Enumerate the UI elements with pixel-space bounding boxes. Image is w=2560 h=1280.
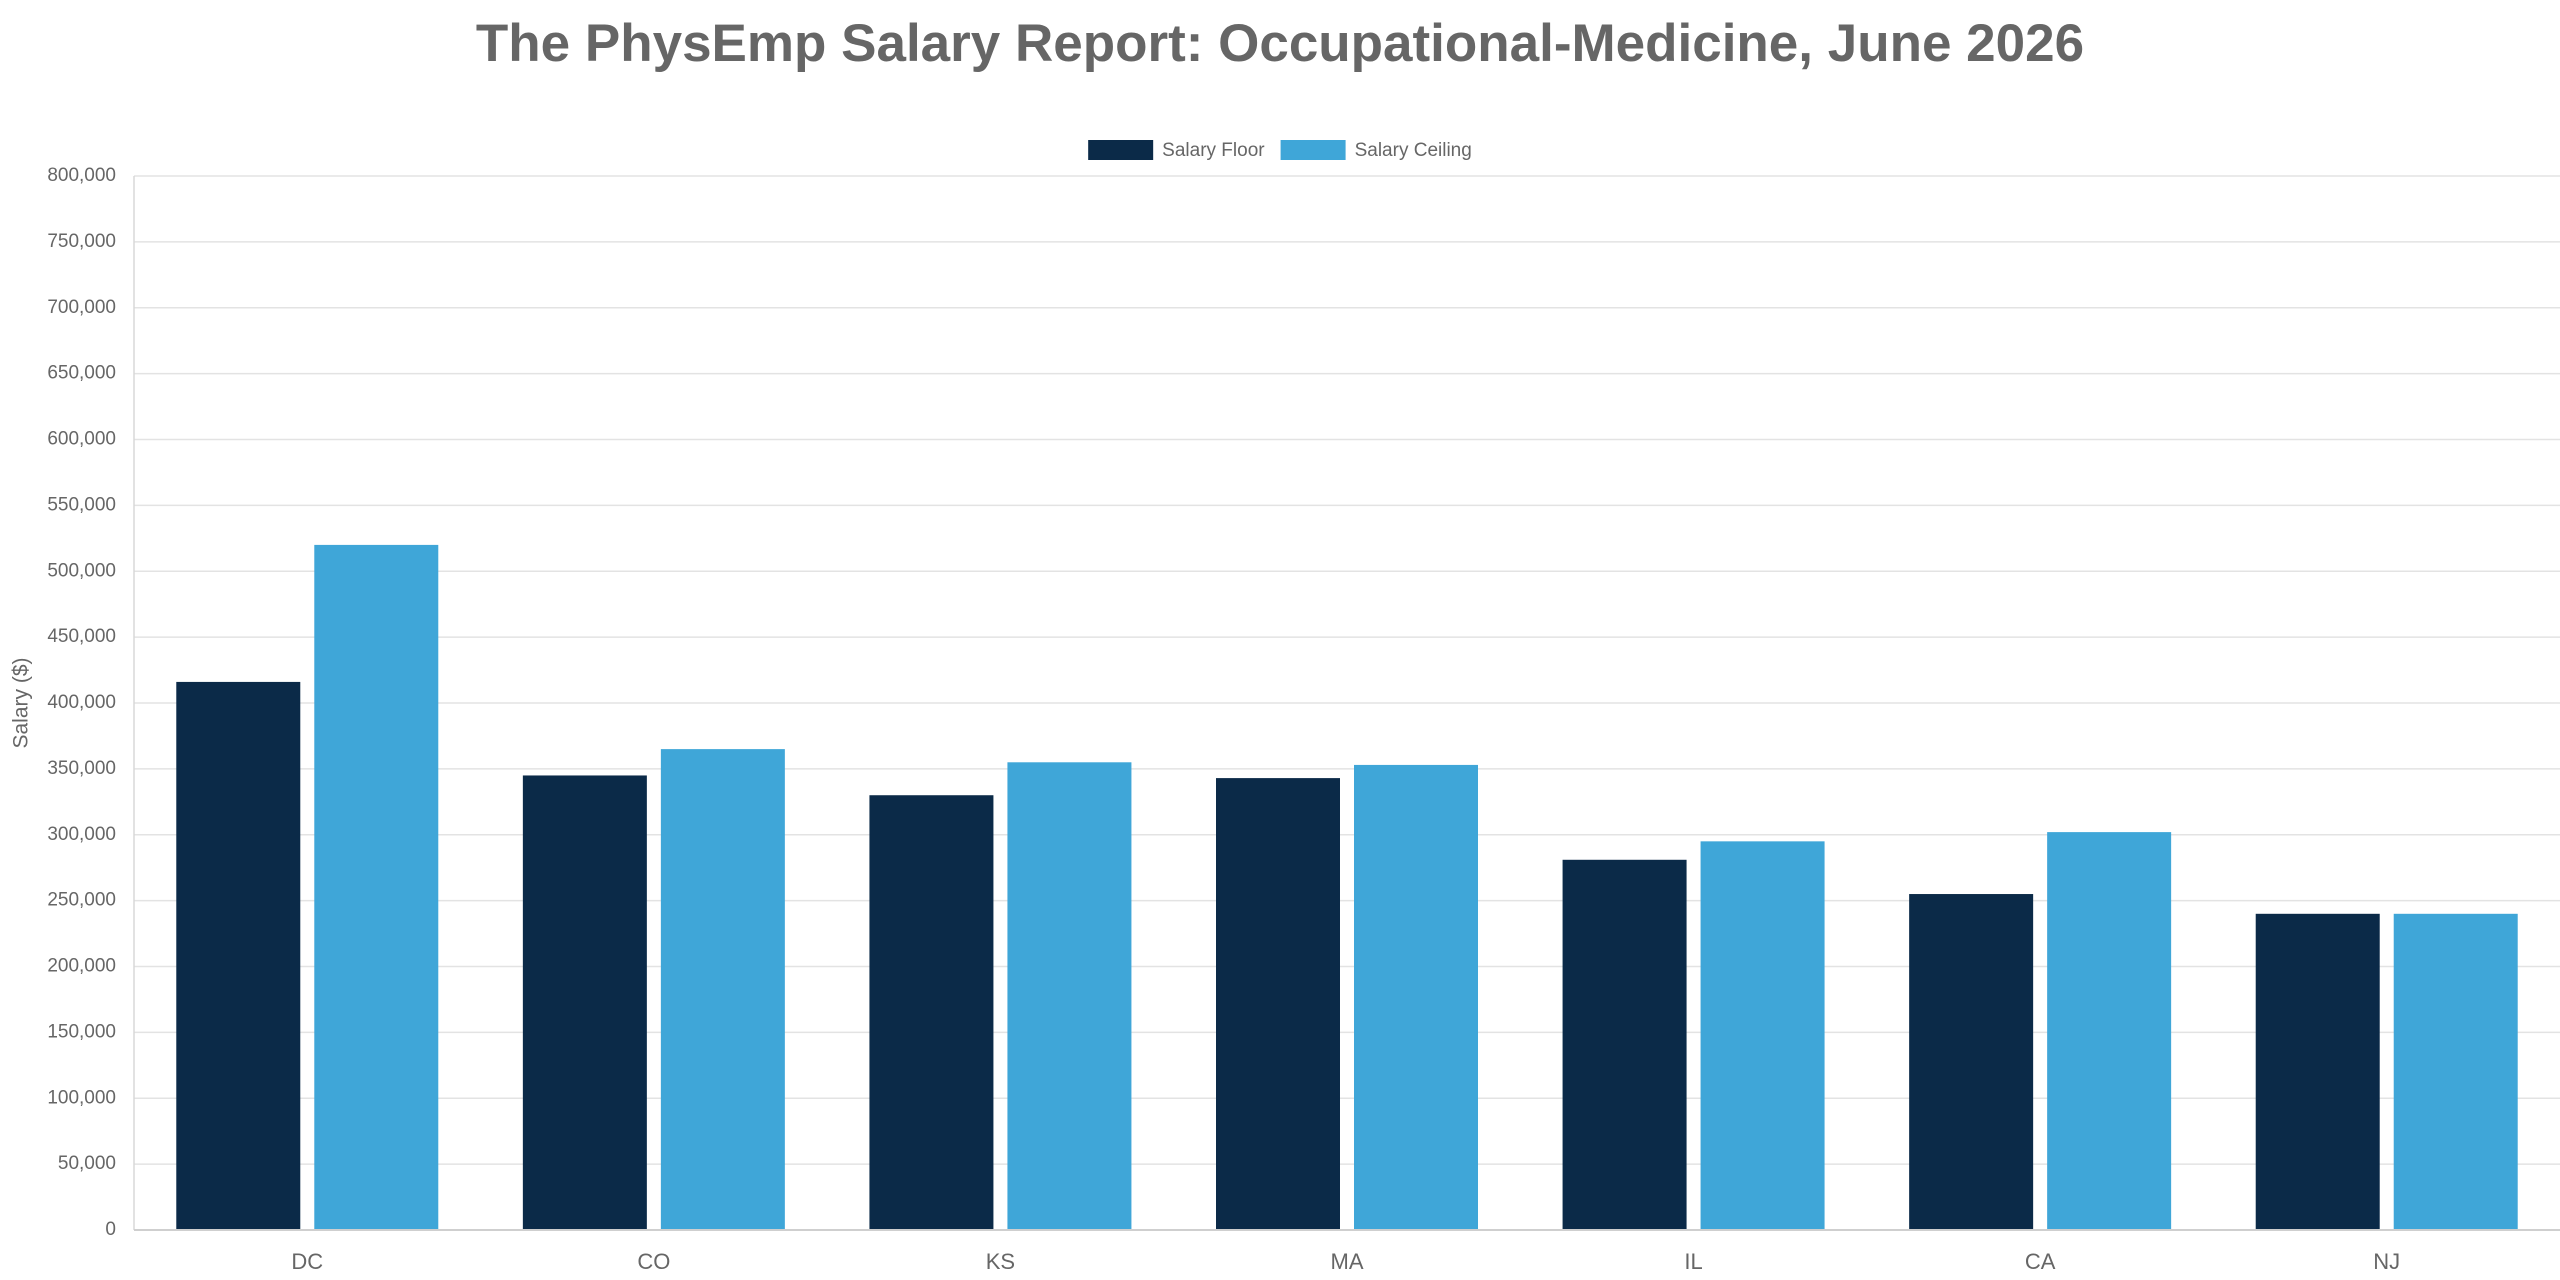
y-tick-label: 100,000 xyxy=(47,1087,116,1108)
y-tick-label: 300,000 xyxy=(47,824,116,845)
y-tick-label: 350,000 xyxy=(47,758,116,779)
bar xyxy=(1909,894,2034,1230)
bar xyxy=(869,795,994,1230)
bar xyxy=(1354,764,1478,1230)
bar xyxy=(522,775,647,1230)
bar xyxy=(660,749,785,1230)
y-tick-label: 200,000 xyxy=(47,956,116,977)
y-tick-label: 500,000 xyxy=(47,560,116,581)
y-tick-label: 0 xyxy=(105,1219,116,1240)
y-tick-label: 150,000 xyxy=(47,1021,116,1042)
bar xyxy=(2255,913,2380,1230)
x-tick-label: KS xyxy=(986,1249,1015,1274)
y-tick-label: 550,000 xyxy=(47,494,116,515)
x-tick-label: IL xyxy=(1684,1249,1702,1274)
bar xyxy=(1700,841,1825,1230)
x-tick-label: NJ xyxy=(2373,1249,2400,1274)
bar xyxy=(1216,778,1340,1230)
bar xyxy=(176,681,301,1230)
legend-swatch xyxy=(1280,140,1346,160)
bar xyxy=(314,544,439,1230)
y-tick-label: 400,000 xyxy=(47,692,116,713)
x-tick-label: DC xyxy=(291,1249,323,1274)
y-tick-label: 250,000 xyxy=(47,890,116,911)
bar xyxy=(1562,859,1687,1230)
y-tick-label: 700,000 xyxy=(47,297,116,318)
y-tick-label: 600,000 xyxy=(47,429,116,450)
legend-label: Salary Ceiling xyxy=(1355,140,1472,161)
y-tick-label: 50,000 xyxy=(58,1153,116,1174)
y-tick-label: 650,000 xyxy=(47,363,116,384)
y-tick-label: 800,000 xyxy=(47,165,116,186)
x-tick-label: CO xyxy=(637,1249,670,1274)
y-axis-label: Salary ($) xyxy=(10,657,33,748)
legend-label: Salary Floor xyxy=(1162,140,1265,161)
chart-title: The PhysEmp Salary Report: Occupational-… xyxy=(476,14,2084,73)
y-tick-label: 450,000 xyxy=(47,626,116,647)
x-tick-label: MA xyxy=(1331,1249,1364,1274)
bar xyxy=(2393,913,2518,1230)
bar xyxy=(1007,762,1132,1230)
y-tick-label: 750,000 xyxy=(47,231,116,252)
bar xyxy=(2047,832,2172,1230)
legend-swatch xyxy=(1088,140,1154,160)
x-tick-label: CA xyxy=(2025,1249,2056,1274)
